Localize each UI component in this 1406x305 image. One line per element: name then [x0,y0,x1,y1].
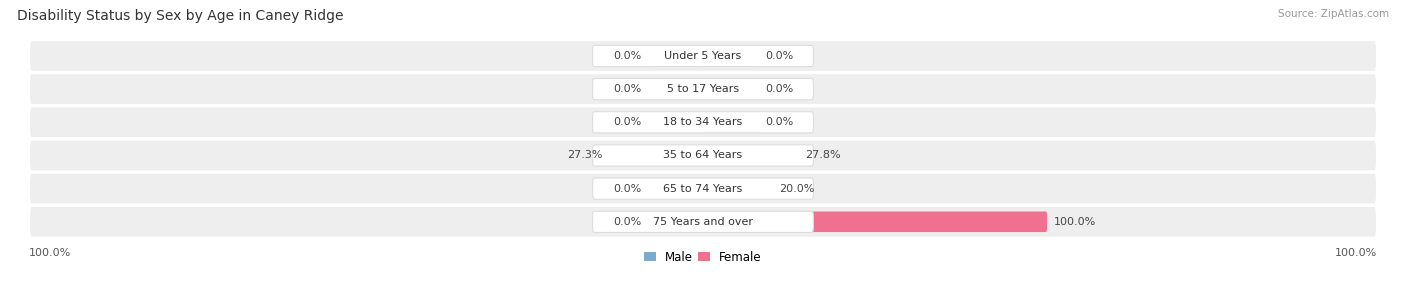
Text: Disability Status by Sex by Age in Caney Ridge: Disability Status by Sex by Age in Caney… [17,9,343,23]
FancyBboxPatch shape [609,145,703,166]
FancyBboxPatch shape [703,212,1047,232]
FancyBboxPatch shape [703,46,758,66]
Text: 0.0%: 0.0% [765,84,793,94]
Text: 100.0%: 100.0% [28,248,72,258]
Text: 18 to 34 Years: 18 to 34 Years [664,117,742,127]
Text: 5 to 17 Years: 5 to 17 Years [666,84,740,94]
Text: 0.0%: 0.0% [613,51,641,61]
Text: 27.3%: 27.3% [567,150,602,160]
FancyBboxPatch shape [28,106,1378,138]
Text: 100.0%: 100.0% [1334,248,1378,258]
Text: 20.0%: 20.0% [779,184,814,194]
FancyBboxPatch shape [592,211,814,232]
FancyBboxPatch shape [648,212,703,232]
Text: 27.8%: 27.8% [806,150,841,160]
FancyBboxPatch shape [28,206,1378,238]
Legend: Male, Female: Male, Female [640,246,766,268]
Text: 100.0%: 100.0% [1054,217,1097,227]
FancyBboxPatch shape [703,178,772,199]
FancyBboxPatch shape [703,79,758,99]
FancyBboxPatch shape [592,178,814,199]
FancyBboxPatch shape [28,172,1378,205]
FancyBboxPatch shape [592,78,814,100]
FancyBboxPatch shape [648,79,703,99]
Text: Under 5 Years: Under 5 Years [665,51,741,61]
FancyBboxPatch shape [592,112,814,133]
FancyBboxPatch shape [703,112,758,133]
Text: 65 to 74 Years: 65 to 74 Years [664,184,742,194]
Text: 0.0%: 0.0% [613,117,641,127]
FancyBboxPatch shape [648,178,703,199]
Text: 0.0%: 0.0% [765,117,793,127]
FancyBboxPatch shape [28,40,1378,72]
Text: 0.0%: 0.0% [765,51,793,61]
FancyBboxPatch shape [648,112,703,133]
FancyBboxPatch shape [592,45,814,66]
Text: 75 Years and over: 75 Years and over [652,217,754,227]
FancyBboxPatch shape [28,139,1378,172]
FancyBboxPatch shape [648,46,703,66]
Text: 0.0%: 0.0% [613,84,641,94]
Text: 0.0%: 0.0% [613,184,641,194]
FancyBboxPatch shape [28,73,1378,106]
Text: 0.0%: 0.0% [613,217,641,227]
FancyBboxPatch shape [703,145,799,166]
Text: 35 to 64 Years: 35 to 64 Years [664,150,742,160]
FancyBboxPatch shape [592,145,814,166]
Text: Source: ZipAtlas.com: Source: ZipAtlas.com [1278,9,1389,19]
